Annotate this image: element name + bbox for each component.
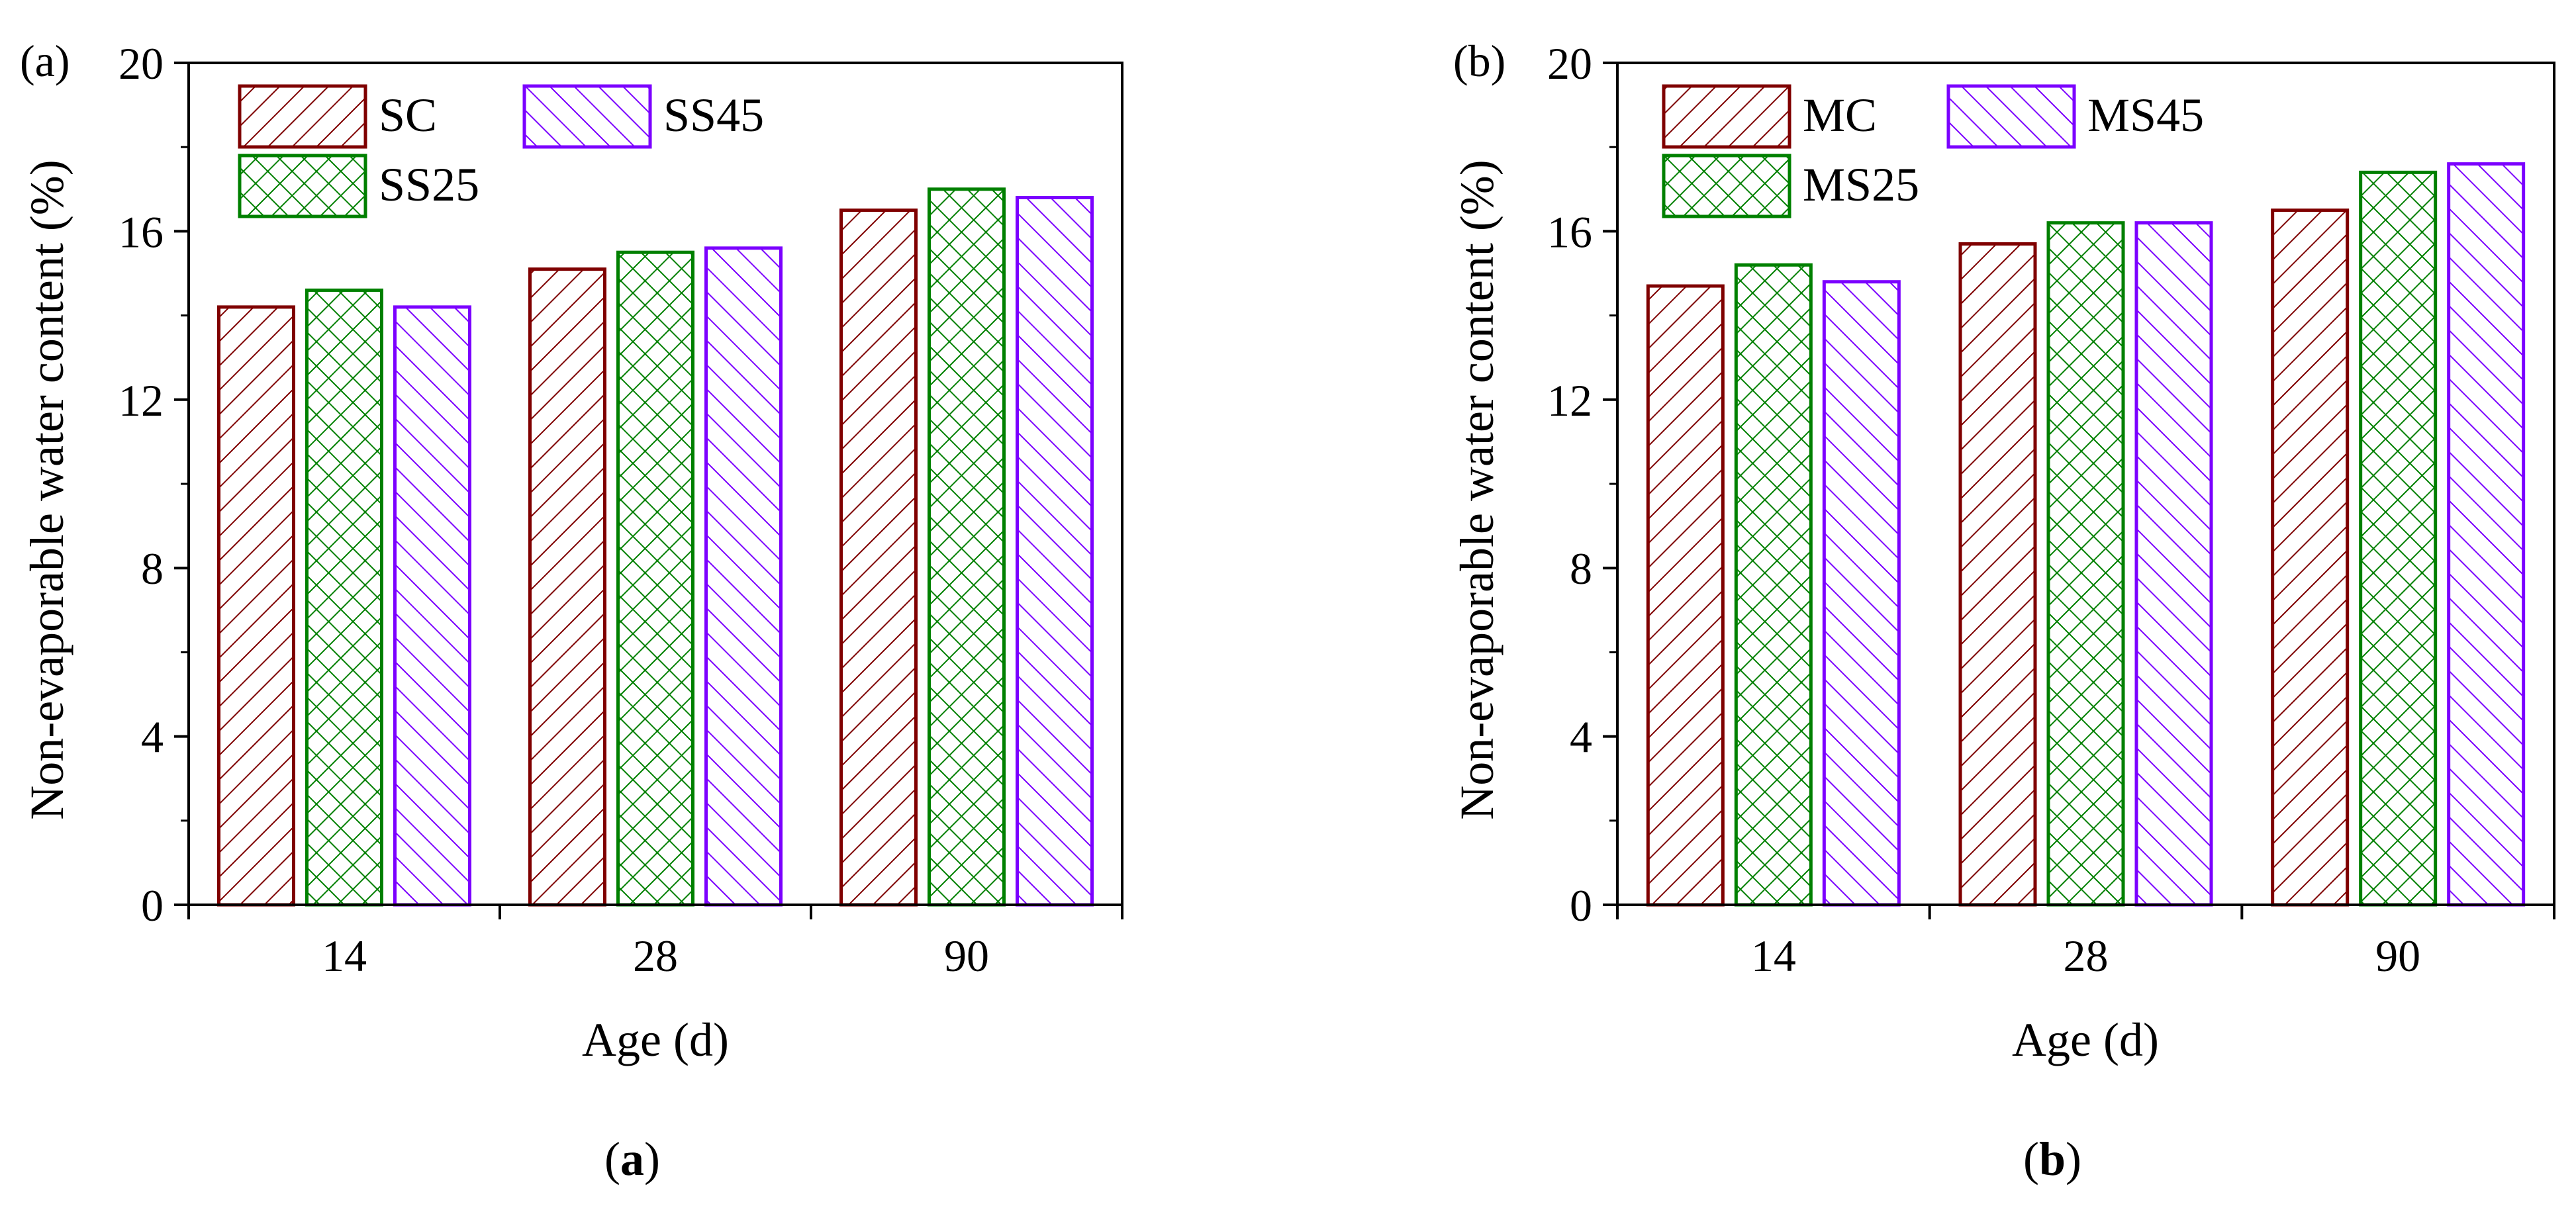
legend-swatch-ss25 xyxy=(238,154,367,218)
legend-swatch-ss45 xyxy=(522,84,652,149)
y-tick-label: 0 xyxy=(1570,880,1592,931)
caption-b-letter: b xyxy=(2039,1133,2066,1185)
bar-ss45-14 xyxy=(393,305,471,907)
bar-ms45-90 xyxy=(2447,162,2526,907)
bar-mc-90 xyxy=(2271,209,2350,907)
y-tick-label: 0 xyxy=(141,880,164,931)
caption-a: (a) xyxy=(604,1133,660,1185)
bar-ss25-90 xyxy=(928,187,1006,907)
axes xyxy=(1603,62,2555,919)
bar-ss45-90 xyxy=(1016,196,1094,907)
x-tick-labels: 14 28 90 xyxy=(322,931,989,981)
x-axis-label: Age (d) xyxy=(582,1013,729,1066)
legend-swatch-ms25 xyxy=(1662,154,1791,218)
legend: MC MS25 MS45 xyxy=(1662,84,2204,218)
legend-label-ss45: SS45 xyxy=(663,89,764,142)
legend-swatch-ms45 xyxy=(1946,84,2076,149)
legend-swatch-sc xyxy=(238,84,367,149)
bar-ss25-14 xyxy=(305,288,383,907)
bars xyxy=(217,187,1094,907)
x-tick-label: 90 xyxy=(944,931,989,981)
bar-sc-14 xyxy=(217,305,295,907)
bar-mc-28 xyxy=(1958,242,2037,907)
x-tick-label: 28 xyxy=(2064,931,2109,981)
bar-ms25-28 xyxy=(2046,221,2125,907)
y-axis-label: Non-evaporable water content (%) xyxy=(21,160,73,820)
y-tick-label: 12 xyxy=(1547,375,1592,426)
bar-mc-14 xyxy=(1646,284,1725,907)
bar-ms25-90 xyxy=(2359,170,2438,907)
y-tick-label: 20 xyxy=(1547,38,1592,89)
bar-ms45-14 xyxy=(1822,280,1901,907)
legend-label-ms25: MS25 xyxy=(1803,158,1919,211)
legend-label-sc: SC xyxy=(379,89,437,142)
y-axis-label: Non-evaporable water content (%) xyxy=(1451,160,1503,820)
axes xyxy=(174,62,1123,919)
panel-a: (a) Non-evaporable water content (%) Age… xyxy=(20,36,1123,1185)
y-tick-labels: 0 4 8 12 16 20 xyxy=(1547,38,1592,931)
bar-sc-28 xyxy=(528,267,606,907)
bar-ms45-28 xyxy=(2134,221,2213,907)
y-tick-label: 12 xyxy=(119,375,164,426)
legend-label-mc: MC xyxy=(1803,89,1877,142)
y-tick-label: 16 xyxy=(1547,207,1592,257)
legend-swatch-mc xyxy=(1662,84,1791,149)
bar-ms25-14 xyxy=(1734,263,1813,907)
caption-b: (b) xyxy=(2023,1133,2081,1185)
x-tick-label: 90 xyxy=(2375,931,2420,981)
bars xyxy=(1646,162,2526,907)
y-tick-label: 8 xyxy=(1570,543,1592,594)
y-tick-label: 16 xyxy=(119,207,164,257)
x-axis-label: Age (d) xyxy=(2012,1013,2159,1066)
y-tick-label: 8 xyxy=(141,543,164,594)
x-tick-labels: 14 28 90 xyxy=(1751,931,2420,981)
y-tick-label: 20 xyxy=(119,38,164,89)
y-tick-labels: 0 4 8 12 16 20 xyxy=(119,38,164,931)
legend-label-ms45: MS45 xyxy=(2087,89,2204,142)
panel-label: (a) xyxy=(20,36,70,86)
bar-ss25-28 xyxy=(616,250,694,907)
x-tick-label: 28 xyxy=(633,931,678,981)
bar-sc-90 xyxy=(839,209,918,907)
panel-b: (b) Non-evaporable water content (%) Age… xyxy=(1451,36,2555,1185)
caption-a-letter: a xyxy=(620,1133,644,1185)
x-tick-label: 14 xyxy=(322,931,367,981)
legend-label-ss25: SS25 xyxy=(379,158,479,211)
x-tick-label: 14 xyxy=(1751,931,1796,981)
legend: SC SS25 SS45 xyxy=(238,84,764,218)
panel-label: (b) xyxy=(1453,36,1505,86)
y-tick-label: 4 xyxy=(1570,712,1592,763)
bar-ss45-28 xyxy=(704,246,783,907)
y-tick-label: 4 xyxy=(141,712,164,763)
